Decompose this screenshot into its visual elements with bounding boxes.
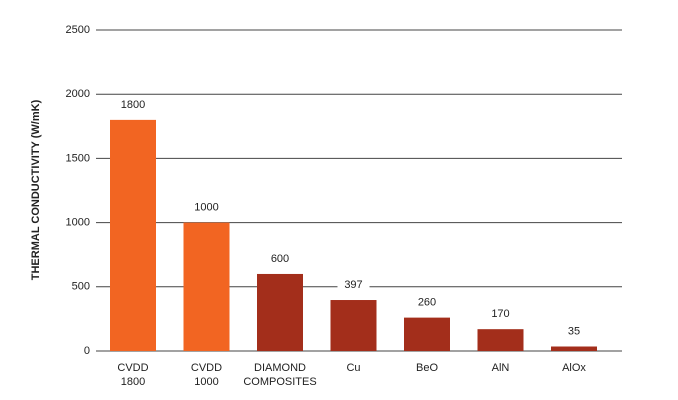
x-tick-label: Cu [346,362,360,374]
value-label: 1800 [121,99,145,111]
value-label: 260 [418,297,436,309]
bar [551,346,597,351]
x-tick-label: AlN [492,362,510,374]
value-label: 35 [568,325,580,337]
label-background [337,278,370,293]
bar [257,273,303,351]
bar [330,300,377,351]
label-background [264,251,296,266]
y-tick-label: 1500 [66,152,90,164]
value-label: 397 [344,279,362,291]
y-tick-label: 1000 [66,217,90,229]
x-tick-label: AlOx [562,362,586,374]
bar [404,317,450,351]
x-tick-label: DIAMOND COMPOSITES [243,362,316,388]
x-tick-label: CVDD 1000 [191,362,222,388]
bar [477,329,524,351]
value-label: 1000 [194,202,218,214]
label-background [117,97,149,112]
x-tick-label: BeO [416,362,438,374]
y-tick-label: 2500 [66,24,90,36]
value-label: 170 [491,308,509,320]
x-tick-label: CVDD 1800 [117,362,148,388]
y-axis-label: THERMAL CONDUCTIVITY (W/mK) [30,99,42,280]
y-tick-label: 2000 [66,88,90,100]
label-background [484,307,517,322]
y-tick-label: 0 [84,345,90,357]
y-tick-label: 500 [72,281,90,293]
bar [110,119,156,351]
label-background [558,324,590,339]
bar [183,222,230,351]
value-label: 600 [271,253,289,265]
label-background [190,200,223,215]
label-background [411,295,443,310]
